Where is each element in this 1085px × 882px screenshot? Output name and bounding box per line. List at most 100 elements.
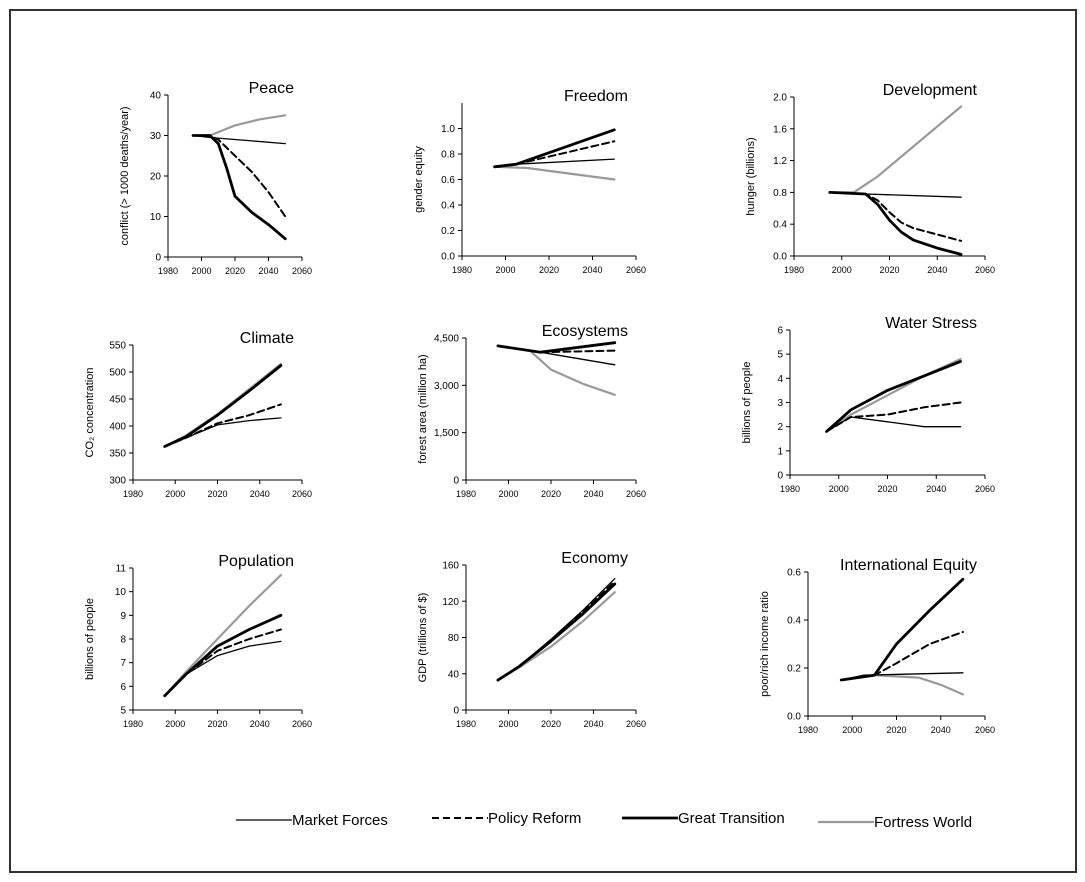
y-axis-label: hunger (billions): [745, 137, 757, 215]
chart-title: International Equity: [840, 557, 977, 574]
series-market-forces: [164, 417, 282, 448]
y-tick-label: 0: [453, 476, 459, 487]
chart-development: 0.0 0.4 0.8 1.2 1.6 2.0 1980 2000 2020 2040 2060 De…: [745, 82, 995, 275]
x-tick-label: 2000: [829, 484, 849, 494]
y-tick-label: 1.0: [441, 124, 455, 135]
x-tick-label: 2060: [626, 719, 646, 729]
x-tick-label: 2060: [975, 484, 995, 494]
x-tick-label: 1980: [780, 484, 800, 494]
x-tick-label: 2020: [207, 489, 227, 499]
y-tick-label: 80: [448, 633, 460, 644]
x-tick-label: 1980: [452, 265, 472, 275]
y-tick-label: 8: [120, 635, 126, 646]
x-tick-label: 2040: [250, 489, 270, 499]
chart-title: Freedom: [564, 88, 628, 105]
x-tick-label: 2020: [207, 719, 227, 729]
y-tick-label: 400: [109, 422, 126, 433]
series-policy-reform: [828, 191, 963, 242]
x-tick-label: 2060: [292, 266, 312, 276]
y-tick-label: 2: [777, 422, 783, 433]
chart-climate: 300 350 400 450 500 550 1980 2000 2020 2040 2060 Cl…: [84, 330, 312, 499]
y-tick-label: 3,000: [434, 381, 459, 392]
x-tick-label: 2060: [292, 719, 312, 729]
legend-label: Market Forces: [292, 812, 388, 829]
y-tick-label: 10: [115, 587, 127, 598]
chart-title: Climate: [240, 330, 294, 347]
y-tick-label: 5: [777, 350, 783, 361]
x-tick-label: 2040: [926, 484, 946, 494]
y-tick-label: 0.4: [787, 616, 801, 627]
x-tick-label: 2000: [498, 489, 518, 499]
y-tick-label: 30: [150, 131, 162, 142]
y-tick-label: 0.0: [787, 712, 801, 723]
x-tick-label: 2000: [498, 719, 518, 729]
series-market-forces: [164, 640, 282, 697]
y-axis-label: poor/rich income ratio: [759, 591, 771, 697]
chart-title: Population: [218, 553, 294, 570]
y-tick-label: 10: [150, 212, 162, 223]
x-tick-label: 2000: [495, 265, 515, 275]
series-great-transition: [493, 128, 616, 169]
y-tick-label: 500: [109, 368, 126, 379]
y-tick-label: 5: [120, 706, 126, 717]
legend-label: Great Transition: [678, 810, 785, 827]
y-tick-label: 4: [777, 374, 783, 385]
x-tick-label: 1980: [158, 266, 178, 276]
y-tick-label: 6: [777, 326, 783, 337]
y-tick-label: 450: [109, 395, 126, 406]
y-tick-label: 4,500: [434, 334, 459, 345]
x-tick-label: 2000: [165, 489, 185, 499]
legend-item-fortress-world: Fortress World: [818, 814, 972, 831]
legend-label: Policy Reform: [488, 810, 581, 827]
x-tick-label: 2060: [975, 725, 995, 735]
x-tick-label: 2060: [626, 265, 646, 275]
x-tick-label: 2060: [292, 489, 312, 499]
y-tick-label: 0.8: [773, 188, 787, 199]
x-tick-label: 2000: [842, 725, 862, 735]
series-fortress-world: [828, 105, 963, 194]
y-tick-label: 120: [442, 597, 459, 608]
y-tick-label: 11: [116, 564, 127, 575]
x-tick-label: 1980: [123, 719, 143, 729]
chart-international-equity: 0.0 0.2 0.4 0.6 1980 2000 2020 2040 2060 Internat…: [759, 557, 995, 735]
y-tick-label: 1: [777, 446, 783, 457]
series-great-transition: [839, 577, 965, 682]
chart-economy: 0 40 80 120 160 1980 2000 2020 2040 2060 Economy GD…: [417, 550, 646, 729]
x-tick-label: 2020: [541, 489, 561, 499]
y-tick-label: 9: [120, 611, 126, 622]
y-tick-label: 0.4: [773, 220, 787, 231]
chart-title: Ecosystems: [542, 323, 628, 340]
x-tick-label: 1980: [784, 265, 804, 275]
series-great-transition: [191, 134, 287, 241]
y-tick-label: 0.6: [441, 175, 455, 186]
x-tick-label: 2020: [879, 265, 899, 275]
legend-label: Fortress World: [874, 814, 972, 831]
y-axis-label: CO₂ concentration: [84, 368, 96, 458]
x-tick-label: 2040: [583, 489, 603, 499]
x-tick-label: 2060: [626, 489, 646, 499]
series-great-transition: [828, 190, 963, 256]
y-tick-label: 1,500: [434, 428, 459, 439]
y-tick-label: 160: [442, 561, 459, 572]
x-tick-label: 2000: [832, 265, 852, 275]
series-great-transition: [163, 364, 283, 448]
y-tick-label: 40: [150, 91, 162, 102]
y-tick-label: 40: [448, 669, 460, 680]
series-policy-reform: [493, 140, 616, 168]
x-tick-label: 1980: [456, 719, 476, 729]
x-tick-label: 2020: [225, 266, 245, 276]
x-tick-label: 2000: [165, 719, 185, 729]
y-axis-label: billions of people: [84, 598, 96, 680]
x-tick-label: 2020: [541, 719, 561, 729]
y-tick-label: 0.2: [441, 226, 455, 237]
y-tick-label: 0: [155, 253, 161, 264]
chart-peace: 0 10 20 30 40 1980 2000 2020 2040 2060 Peace confli…: [119, 80, 312, 276]
x-tick-label: 1980: [123, 489, 143, 499]
y-tick-label: 0.6: [787, 568, 801, 579]
y-axis-label: GDP (trillions of $): [417, 593, 429, 683]
chart-freedom: 0.0 0.2 0.4 0.6 0.8 1.0 1980 2000 2020 2040 2060 Fr…: [413, 88, 646, 275]
x-tick-label: 1980: [456, 489, 476, 499]
y-tick-label: 2.0: [773, 93, 787, 104]
series-fortress-world: [493, 165, 616, 181]
chart-title: Development: [883, 82, 978, 99]
